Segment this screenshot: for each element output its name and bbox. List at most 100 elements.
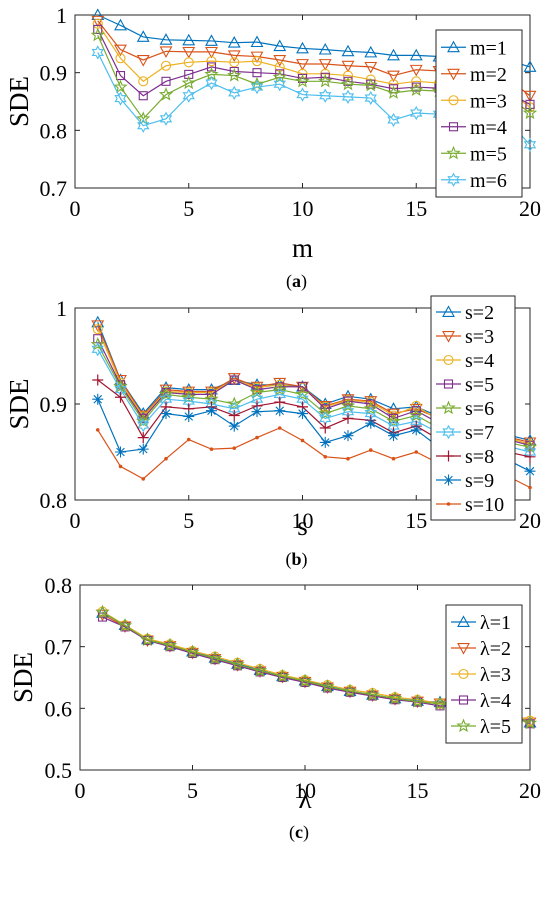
data-point — [255, 435, 259, 440]
x-tick-label: 10 — [292, 508, 314, 533]
data-point — [182, 33, 196, 46]
data-point — [363, 77, 378, 92]
data-point — [364, 45, 378, 58]
data-point — [159, 33, 173, 45]
legend-marker — [441, 400, 456, 415]
data-point — [295, 386, 310, 401]
data-point — [206, 56, 217, 67]
data-point — [182, 88, 195, 103]
data-point — [295, 73, 310, 88]
legend-label: m=4 — [470, 117, 507, 139]
data-point — [363, 401, 378, 415]
data-point — [273, 55, 287, 67]
data-point — [387, 112, 400, 128]
data-point — [227, 396, 242, 411]
data-point — [410, 105, 423, 121]
legend-label: m=6 — [470, 170, 507, 192]
legend-marker — [443, 354, 454, 366]
data-point — [92, 374, 104, 386]
data-point — [522, 439, 538, 454]
legend-label: s=10 — [465, 494, 504, 516]
legend-label: λ=5 — [480, 716, 511, 738]
data-point — [387, 70, 400, 83]
legend-box — [435, 29, 523, 198]
legend-marker — [456, 718, 471, 733]
data-point — [432, 696, 448, 711]
data-point — [386, 413, 401, 428]
legend-label: λ=4 — [480, 690, 511, 712]
data-point — [525, 719, 535, 729]
legend-marker — [457, 643, 470, 655]
y-tick-label: 0.9 — [40, 61, 68, 86]
x-tick-label: 0 — [75, 778, 86, 803]
legend-label: s=4 — [465, 350, 494, 372]
legend-label: m=2 — [470, 64, 507, 86]
caption-open: ( — [286, 271, 292, 292]
y-axis-label: SDE — [4, 378, 34, 429]
data-point — [114, 44, 127, 57]
y-tick-label: 0.9 — [40, 392, 68, 417]
data-point — [523, 137, 537, 152]
data-point — [297, 382, 308, 392]
caption-close: ) — [301, 271, 307, 292]
data-point — [137, 443, 149, 455]
x-tick-label: 5 — [183, 508, 194, 533]
caption-open: ( — [289, 822, 295, 843]
data-point — [227, 50, 241, 62]
legend-marker — [446, 502, 451, 506]
data-point — [528, 485, 532, 490]
data-point — [318, 73, 333, 88]
data-point — [411, 76, 422, 87]
panel-caption: (c) — [289, 822, 309, 843]
caption-letter: c — [295, 822, 303, 842]
data-point — [186, 437, 191, 442]
data-point — [342, 683, 358, 698]
data-point — [91, 15, 105, 28]
data-point — [323, 455, 328, 459]
data-point — [90, 336, 105, 351]
legend-label: m=3 — [470, 90, 507, 112]
caption-close: ) — [302, 549, 308, 570]
data-point — [522, 715, 538, 730]
data-point — [390, 695, 400, 705]
data-point — [228, 85, 241, 100]
data-point — [114, 91, 127, 106]
data-point — [409, 82, 424, 97]
data-point — [365, 687, 380, 701]
legend-label: s=6 — [465, 398, 494, 420]
legend-marker — [447, 40, 460, 53]
x-tick-label: 5 — [183, 196, 194, 221]
data-point — [113, 79, 128, 94]
data-point — [91, 45, 104, 60]
data-point — [319, 436, 331, 448]
data-point — [95, 428, 100, 432]
data-point — [273, 39, 287, 52]
y-tick-label: 0.8 — [40, 488, 68, 513]
data-point — [522, 105, 538, 120]
data-point — [409, 64, 423, 77]
data-point — [164, 456, 168, 461]
y-axis-label: SDE — [8, 652, 38, 703]
y-tick-label: 0.8 — [40, 118, 68, 143]
legend-marker — [447, 172, 460, 187]
data-point — [159, 384, 173, 397]
data-point — [161, 76, 171, 86]
data-point — [275, 668, 290, 683]
data-point — [160, 408, 172, 420]
legend-label: m=5 — [470, 143, 507, 165]
data-point — [435, 701, 445, 711]
data-point — [158, 87, 174, 101]
x-tick-label: 5 — [187, 778, 198, 803]
data-point — [319, 88, 332, 103]
legend-marker — [447, 68, 460, 81]
y-tick-label: 1 — [56, 3, 67, 28]
data-point — [137, 417, 150, 433]
data-point — [297, 408, 308, 420]
data-point — [414, 450, 419, 454]
data-point — [158, 386, 174, 401]
data-point — [92, 393, 104, 405]
panel-caption: (a) — [286, 271, 307, 292]
legend-label: s=2 — [465, 302, 494, 324]
data-point — [410, 694, 425, 708]
data-point — [93, 24, 103, 34]
